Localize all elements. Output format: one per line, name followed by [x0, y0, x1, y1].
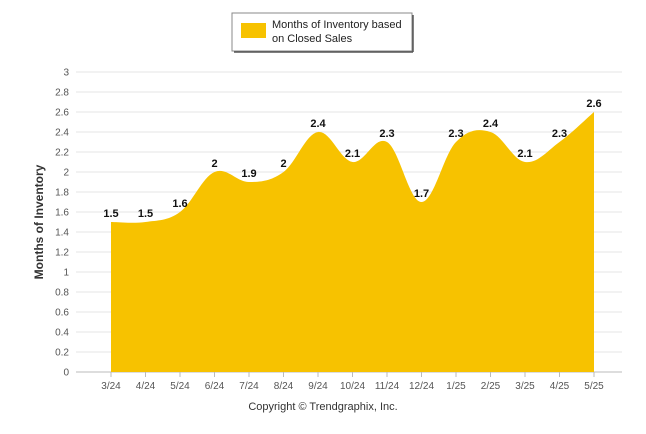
- x-axis-ticks: 3/24 4/24 5/24 6/24 7/24 8/24 9/24 10/24 11/24 12…: [101, 372, 604, 392]
- y-tick-label: 1: [63, 268, 69, 279]
- data-label: 2: [211, 158, 217, 170]
- x-tick-label: 6/24: [205, 381, 225, 392]
- legend: Months of Inventory based on Closed Sale…: [231, 12, 414, 53]
- data-label: 1.6: [172, 198, 187, 210]
- data-label: 2.3: [448, 128, 463, 140]
- y-tick-label: 3: [63, 68, 69, 79]
- y-tick-label: 2.4: [55, 128, 69, 139]
- legend-label-line2: on Closed Sales: [272, 33, 353, 45]
- data-label: 1.5: [138, 208, 153, 220]
- data-label: 2.1: [517, 148, 532, 160]
- x-tick-label: 7/24: [239, 381, 259, 392]
- x-tick-label: 3/25: [515, 381, 535, 392]
- y-tick-label: 0.2: [55, 348, 69, 359]
- y-tick-label: 1.6: [55, 208, 69, 219]
- x-tick-label: 12/24: [409, 381, 434, 392]
- copyright-text: Copyright © Trendgraphix, Inc.: [248, 401, 398, 413]
- x-tick-label: 3/24: [101, 381, 121, 392]
- x-tick-label: 2/25: [481, 381, 501, 392]
- y-tick-label: 1.4: [55, 228, 69, 239]
- x-tick-label: 1/25: [446, 381, 466, 392]
- data-label: 2: [280, 158, 286, 170]
- y-tick-label: 0.8: [55, 288, 69, 299]
- legend-swatch: [241, 23, 266, 38]
- y-tick-label: 1.8: [55, 188, 69, 199]
- y-tick-label: 2.2: [55, 148, 69, 159]
- data-label: 1.5: [103, 208, 118, 220]
- x-tick-label: 10/24: [340, 381, 365, 392]
- x-tick-label: 9/24: [308, 381, 328, 392]
- data-label: 2.6: [586, 98, 601, 110]
- x-tick-label: 4/24: [136, 381, 156, 392]
- data-label: 2.3: [379, 128, 394, 140]
- x-tick-label: 8/24: [274, 381, 294, 392]
- x-tick-label: 11/24: [375, 381, 400, 392]
- data-label: 2.1: [345, 148, 360, 160]
- x-tick-label: 5/24: [170, 381, 190, 392]
- data-label: 1.7: [414, 188, 429, 200]
- data-label: 2.4: [310, 118, 326, 130]
- y-axis-ticks: 0 0.2 0.4 0.6 0.8 1 1.2 1.4 1.6 1.8 2 2.2 2.4 2.6 2.8 3: [55, 68, 69, 379]
- y-tick-label: 1.2: [55, 248, 69, 259]
- y-axis-label: Months of Inventory: [32, 164, 46, 279]
- y-tick-label: 0: [63, 368, 69, 379]
- data-label: 1.9: [241, 168, 256, 180]
- inventory-area: [111, 112, 594, 372]
- x-tick-label: 4/25: [550, 381, 570, 392]
- data-label: 2.3: [552, 128, 567, 140]
- data-label: 2.4: [483, 118, 499, 130]
- legend-label-line1: Months of Inventory based: [272, 19, 402, 31]
- y-tick-label: 2: [63, 168, 69, 179]
- y-tick-label: 2.6: [55, 108, 69, 119]
- y-tick-label: 0.6: [55, 308, 69, 319]
- y-tick-label: 0.4: [55, 328, 69, 339]
- data-labels: 1.5 1.5 1.6 2 1.9 2 2.4 2.1 2.3 1.7 2.3 2.4 2.1 2.3 2.…: [103, 98, 601, 220]
- x-tick-label: 5/25: [584, 381, 604, 392]
- y-tick-label: 2.8: [55, 88, 69, 99]
